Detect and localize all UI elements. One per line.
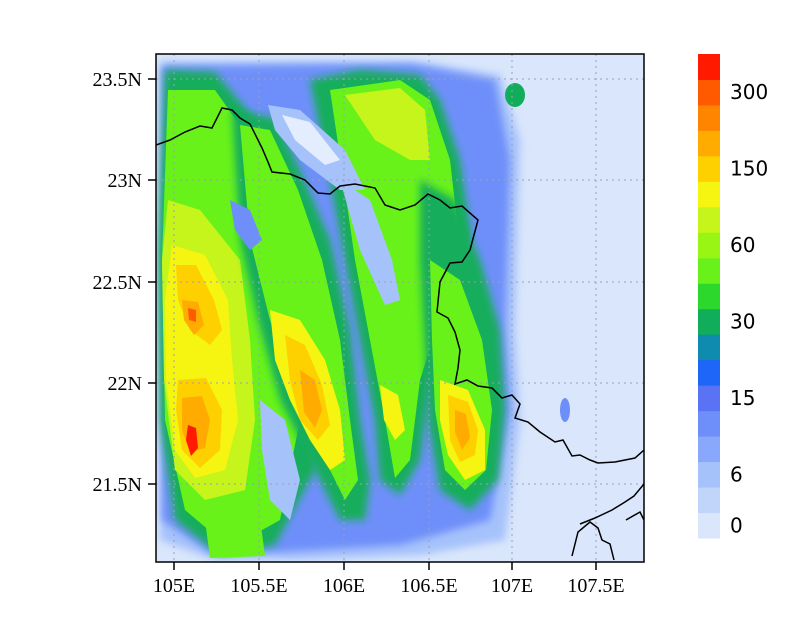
x-tick-label: 105.5E xyxy=(230,575,287,597)
colorbar-label: 300 xyxy=(730,80,768,104)
colorbar-swatch xyxy=(698,130,720,157)
colorbar-swatch xyxy=(698,283,720,310)
colorbar-swatch xyxy=(698,410,720,437)
map-frame xyxy=(155,53,645,563)
x-tick-label: 106.5E xyxy=(400,575,457,597)
y-tick-label: 22N xyxy=(108,373,142,395)
colorbar-label: 30 xyxy=(730,310,755,334)
colorbar-label: 60 xyxy=(730,233,755,257)
colorbar-swatch xyxy=(698,206,720,233)
y-tick-label: 22.5N xyxy=(93,272,142,294)
colorbar-swatch xyxy=(698,232,720,259)
colorbar-swatch xyxy=(698,512,720,539)
colorbar: 0 6 15 30 60 150 300 xyxy=(698,54,768,539)
colorbar-swatch xyxy=(698,487,720,514)
x-tick-label: 107E xyxy=(491,575,533,597)
y-tick-label: 21.5N xyxy=(93,474,142,496)
colorbar-label: 6 xyxy=(730,462,743,486)
colorbar-label: 150 xyxy=(730,157,768,181)
colorbar-swatch xyxy=(698,54,720,80)
colorbar-swatch xyxy=(698,436,720,463)
colorbar-swatch xyxy=(698,79,720,106)
colorbar-swatch xyxy=(698,385,720,412)
colorbar-swatch xyxy=(698,181,720,208)
colorbar-swatch xyxy=(698,308,720,335)
colorbar-label: 0 xyxy=(730,513,743,537)
axis-ticks xyxy=(148,78,597,570)
x-tick-label: 106E xyxy=(323,575,365,597)
colorbar-swatch xyxy=(698,257,720,284)
colorbar-swatch xyxy=(698,461,720,488)
x-tick-label: 107.5E xyxy=(567,575,624,597)
colorbar-swatch xyxy=(698,104,720,131)
border-line xyxy=(156,107,644,464)
colorbar-swatch xyxy=(698,334,720,361)
colorbar-label: 15 xyxy=(730,386,755,410)
x-tick-label: 105E xyxy=(153,575,195,597)
y-tick-label: 23N xyxy=(108,170,142,192)
precipitation-field xyxy=(156,54,644,562)
x-axis-labels: 105E 105.5E 106E 106.5E 107E 107.5E xyxy=(153,575,625,597)
colorbar-swatch xyxy=(698,155,720,182)
y-axis-labels: 23.5N 23N 22.5N 22N 21.5N xyxy=(93,69,142,496)
y-tick-label: 23.5N xyxy=(93,69,142,91)
colorbar-swatch xyxy=(698,359,720,386)
